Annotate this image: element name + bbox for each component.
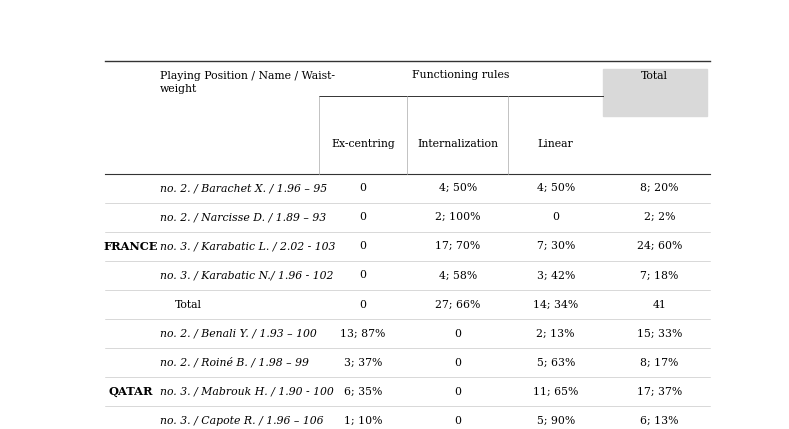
- Text: 0: 0: [360, 183, 367, 193]
- Text: 8; 17%: 8; 17%: [641, 358, 679, 368]
- Text: Functioning rules: Functioning rules: [412, 69, 510, 80]
- Text: 6; 35%: 6; 35%: [344, 387, 383, 397]
- Text: 17; 37%: 17; 37%: [637, 387, 682, 397]
- Text: Ex-centring: Ex-centring: [331, 139, 395, 149]
- Text: no. 2. / Benali Y. / 1.93 – 100: no. 2. / Benali Y. / 1.93 – 100: [159, 329, 316, 338]
- Text: 2; 2%: 2; 2%: [644, 212, 675, 222]
- Text: no. 3. / Karabatic L. / 2.02 - 103: no. 3. / Karabatic L. / 2.02 - 103: [159, 242, 335, 251]
- Text: 7; 18%: 7; 18%: [641, 270, 679, 281]
- Text: 0: 0: [454, 329, 462, 338]
- Text: 0: 0: [454, 416, 462, 426]
- Text: 8; 20%: 8; 20%: [641, 183, 679, 193]
- Text: Linear: Linear: [538, 139, 574, 149]
- Text: no. 3. / Mabrouk H. / 1.90 - 100: no. 3. / Mabrouk H. / 1.90 - 100: [159, 387, 334, 397]
- Text: no. 3. / Karabatic N./ 1.96 - 102: no. 3. / Karabatic N./ 1.96 - 102: [159, 270, 333, 281]
- Text: 0: 0: [454, 387, 462, 397]
- Text: 15; 33%: 15; 33%: [637, 329, 682, 338]
- Text: 4; 50%: 4; 50%: [439, 183, 477, 193]
- Text: 11; 65%: 11; 65%: [533, 387, 578, 397]
- Text: 41: 41: [653, 299, 667, 309]
- Text: Playing Position / Name / Waist-
weight: Playing Position / Name / Waist- weight: [159, 71, 335, 94]
- Bar: [603, 69, 707, 116]
- Text: 0: 0: [360, 299, 367, 309]
- Text: 3; 42%: 3; 42%: [537, 270, 575, 281]
- Text: Total: Total: [641, 71, 667, 82]
- Text: 5; 90%: 5; 90%: [537, 416, 575, 426]
- Text: 17; 70%: 17; 70%: [436, 242, 481, 251]
- Text: no. 3. / Capote R. / 1.96 – 106: no. 3. / Capote R. / 1.96 – 106: [159, 416, 323, 426]
- Text: 0: 0: [552, 212, 559, 222]
- Text: 0: 0: [360, 212, 367, 222]
- Text: 24; 60%: 24; 60%: [637, 242, 682, 251]
- Text: QATAR: QATAR: [108, 386, 153, 397]
- Text: 0: 0: [454, 358, 462, 368]
- Text: 0: 0: [360, 242, 367, 251]
- Text: 5; 63%: 5; 63%: [537, 358, 575, 368]
- Text: FRANCE: FRANCE: [103, 241, 158, 252]
- Text: 4; 50%: 4; 50%: [537, 183, 575, 193]
- Text: 13; 87%: 13; 87%: [340, 329, 386, 338]
- Text: no. 2. / Roiné B. / 1.98 – 99: no. 2. / Roiné B. / 1.98 – 99: [159, 357, 308, 368]
- Text: no. 2. / Narcisse D. / 1.89 – 93: no. 2. / Narcisse D. / 1.89 – 93: [159, 212, 326, 222]
- Text: 4; 58%: 4; 58%: [439, 270, 477, 281]
- Text: 2; 100%: 2; 100%: [435, 212, 481, 222]
- Text: 14; 34%: 14; 34%: [533, 299, 578, 309]
- Text: 6; 13%: 6; 13%: [641, 416, 679, 426]
- Text: 3; 37%: 3; 37%: [344, 358, 383, 368]
- Text: 27; 66%: 27; 66%: [436, 299, 481, 309]
- Text: 1; 10%: 1; 10%: [344, 416, 383, 426]
- Text: 2; 13%: 2; 13%: [537, 329, 575, 338]
- Text: Internalization: Internalization: [417, 139, 499, 149]
- Text: no. 2. / Barachet X. / 1.96 – 95: no. 2. / Barachet X. / 1.96 – 95: [159, 183, 327, 193]
- Text: 7; 30%: 7; 30%: [537, 242, 575, 251]
- Text: 0: 0: [360, 270, 367, 281]
- Text: Total: Total: [175, 299, 202, 309]
